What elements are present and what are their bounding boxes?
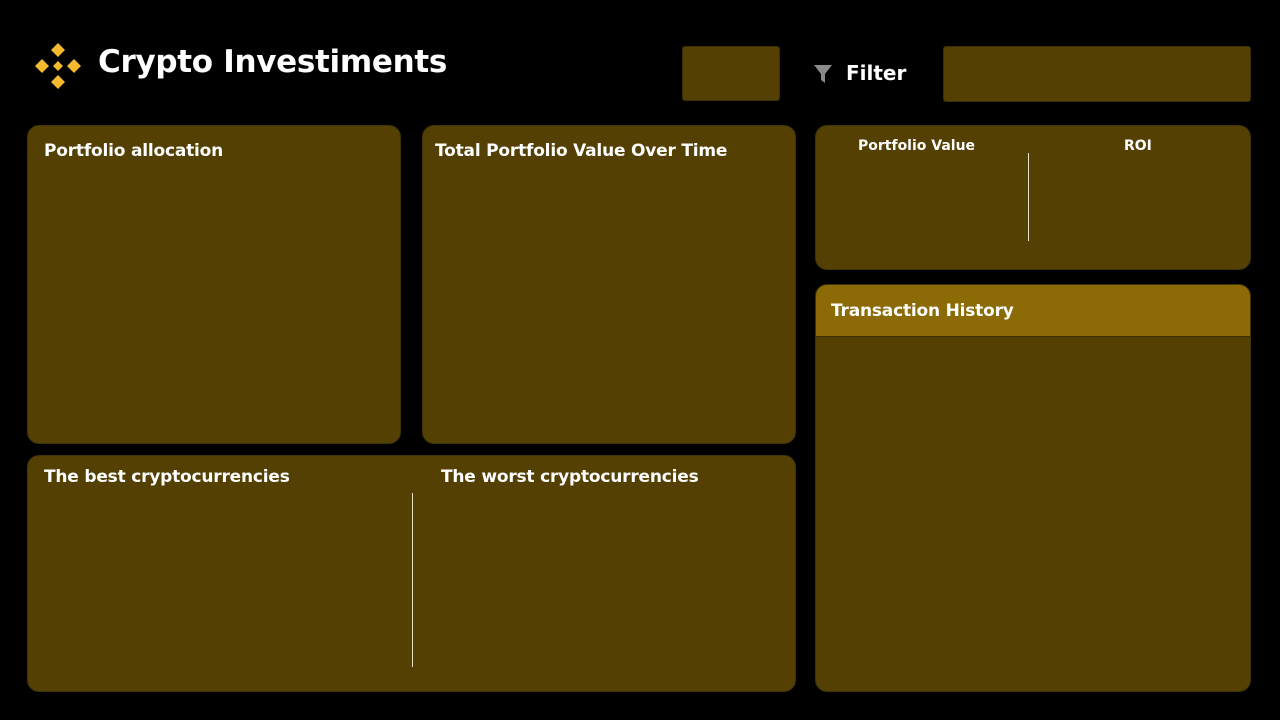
app-title: Crypto Investiments bbox=[98, 44, 448, 80]
slicer-dropdown[interactable] bbox=[682, 46, 780, 101]
filter-slicer[interactable] bbox=[943, 46, 1251, 102]
best-worst-card: The best cryptocurrencies The worst cryp… bbox=[27, 455, 796, 692]
worst-crypto-title: The worst cryptocurrencies bbox=[441, 467, 699, 487]
portfolio-value-label: Portfolio Value bbox=[858, 138, 976, 154]
kpi-divider bbox=[1028, 153, 1029, 241]
filter-label: Filter bbox=[846, 61, 907, 85]
card-title: Portfolio allocation bbox=[44, 141, 224, 161]
funnel-icon[interactable] bbox=[813, 63, 833, 85]
kpi-card: Portfolio Value ROI bbox=[815, 125, 1251, 270]
roi-label: ROI bbox=[1124, 138, 1152, 154]
transaction-history-header: Transaction History bbox=[816, 285, 1250, 337]
card-title: Transaction History bbox=[831, 301, 1014, 321]
portfolio-allocation-card: Portfolio allocation bbox=[27, 125, 401, 444]
best-crypto-title: The best cryptocurrencies bbox=[44, 467, 290, 487]
card-title: Total Portfolio Value Over Time bbox=[435, 141, 728, 161]
binance-logo-icon bbox=[35, 43, 81, 89]
transaction-history-card: Transaction History bbox=[815, 284, 1251, 692]
total-portfolio-value-card: Total Portfolio Value Over Time bbox=[422, 125, 796, 444]
best-worst-divider bbox=[412, 493, 413, 667]
